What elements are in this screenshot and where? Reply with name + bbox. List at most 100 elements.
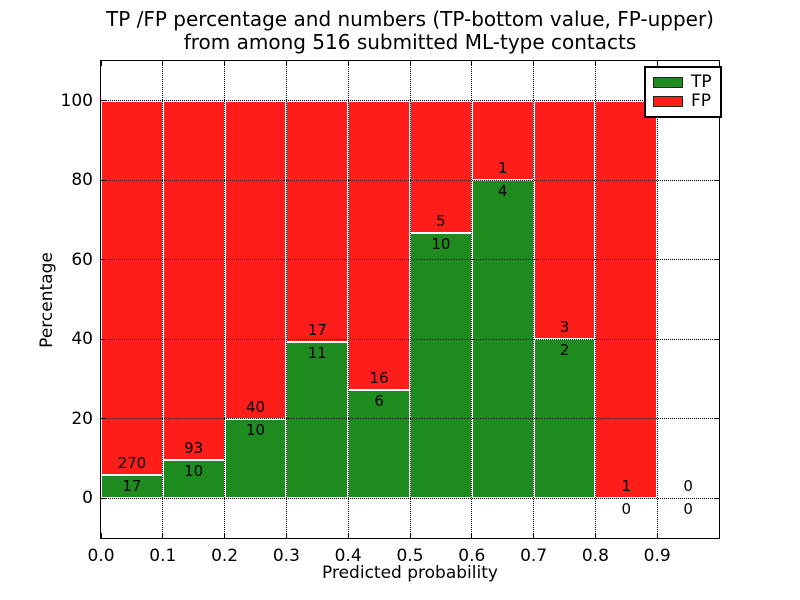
gridline-vertical xyxy=(471,61,473,538)
chart-title-line2: from among 516 submitted ML-type contact… xyxy=(183,30,637,54)
y-tick-label: 100 xyxy=(60,90,93,111)
bar-count-tp: 0 xyxy=(683,500,693,519)
y-tick-mark-right xyxy=(714,418,719,420)
x-tick-mark xyxy=(100,533,102,538)
bar-count-fp: 17 xyxy=(307,321,327,340)
x-tick-label: 0.5 xyxy=(396,546,424,566)
gridline-horizontal xyxy=(101,338,719,341)
x-tick-mark-top xyxy=(347,61,349,66)
y-tick-mark-right xyxy=(714,259,719,261)
x-tick-mark-top xyxy=(224,61,226,66)
bar-count-tp: 17 xyxy=(122,476,142,495)
x-tick-mark xyxy=(594,533,596,538)
x-tick-mark xyxy=(533,533,535,538)
bar-count-tp: 10 xyxy=(184,461,204,480)
x-tick-mark-top xyxy=(533,61,535,66)
bar-count-tp: 10 xyxy=(245,420,266,439)
y-tick-label: 20 xyxy=(71,408,93,429)
bar-segment-fp xyxy=(101,100,163,475)
bar-count-tp: 10 xyxy=(431,235,451,254)
gridline-horizontal xyxy=(101,100,719,102)
chart-title: TP /FP percentage and numbers (TP-bottom… xyxy=(100,8,720,54)
x-tick-mark xyxy=(224,533,226,538)
legend-swatch-tp xyxy=(653,77,683,88)
y-tick-mark-right xyxy=(714,179,719,181)
y-tick-label: 60 xyxy=(71,249,93,270)
bar-count-fp: 3 xyxy=(559,318,570,337)
x-tick-mark-top xyxy=(162,61,164,66)
bar-count-tp: 4 xyxy=(497,182,508,201)
legend-item-fp: FP xyxy=(653,92,712,111)
gridline-vertical xyxy=(224,61,226,538)
x-tick-label: 0.6 xyxy=(458,546,486,566)
gridline-vertical xyxy=(533,61,535,538)
chart-title-line1: TP /FP percentage and numbers (TP-bottom… xyxy=(106,7,714,31)
bar-segment-tp xyxy=(410,233,472,499)
y-tick-mark-right xyxy=(714,338,719,340)
bar-segment-tp xyxy=(224,418,287,499)
x-tick-label: 0.9 xyxy=(643,546,671,566)
bar-segment-tp xyxy=(162,459,225,499)
legend-swatch-fp xyxy=(653,96,683,107)
y-tick-label: 0 xyxy=(82,488,93,509)
bar-count-tp: 0 xyxy=(621,500,632,519)
x-tick-mark-top xyxy=(100,61,102,66)
bar-count-fp: 0 xyxy=(683,477,693,496)
gridline-horizontal xyxy=(101,418,719,420)
x-tick-label: 0.2 xyxy=(211,546,239,566)
bar-segment-fp xyxy=(533,100,596,340)
legend-item-tp: TP xyxy=(653,73,712,92)
bar-count-fp: 16 xyxy=(369,368,389,387)
y-tick-mark xyxy=(101,259,106,261)
bar-segment-fp xyxy=(286,100,349,343)
y-tick-mark xyxy=(101,418,106,420)
x-axis-label: Predicted probability xyxy=(322,563,498,583)
gridline-vertical xyxy=(285,61,288,538)
y-tick-mark xyxy=(101,179,106,181)
y-tick-mark-right xyxy=(714,497,719,499)
bar-count-fp: 93 xyxy=(184,438,204,457)
bar-count-tp: 11 xyxy=(307,344,327,363)
y-tick-mark xyxy=(101,100,106,102)
y-tick-label: 80 xyxy=(71,170,93,191)
x-tick-mark-top xyxy=(656,61,658,66)
gridline-vertical xyxy=(347,61,350,538)
x-tick-label: 0.7 xyxy=(520,546,548,566)
legend-label-tp: TP xyxy=(691,72,712,92)
bar-segment-fp xyxy=(348,100,410,390)
y-tick-mark xyxy=(101,497,106,499)
bar-segment-fp xyxy=(595,100,658,499)
bar-count-fp: 5 xyxy=(436,212,446,231)
gridline-vertical xyxy=(409,61,412,538)
gridline-vertical xyxy=(162,61,164,538)
x-tick-label: 0.0 xyxy=(87,546,115,566)
bar-count-fp: 1 xyxy=(621,477,632,496)
x-tick-label: 0.3 xyxy=(272,546,300,566)
x-tick-mark-top xyxy=(285,61,287,66)
x-tick-mark-top xyxy=(409,61,411,66)
x-tick-label: 0.8 xyxy=(581,546,609,566)
gridline-horizontal xyxy=(101,179,719,182)
x-tick-mark xyxy=(347,533,349,538)
x-tick-mark xyxy=(656,533,658,538)
x-tick-mark xyxy=(471,533,473,538)
gridline-vertical xyxy=(594,61,597,538)
plot-area: TP FP 270 17 93 10 40 10 17 11 16 6 5 10 1 4 3 2 1 0 0 0 xyxy=(100,60,722,539)
gridline-horizontal xyxy=(101,259,719,261)
y-tick-mark xyxy=(101,338,106,340)
x-tick-label: 0.4 xyxy=(334,546,362,566)
x-tick-mark-top xyxy=(471,61,473,66)
y-tick-label: 40 xyxy=(71,329,93,350)
x-tick-label: 0.1 xyxy=(149,546,177,566)
bar-count-fp: 270 xyxy=(117,453,147,472)
legend: TP FP xyxy=(644,66,722,118)
legend-label-fp: FP xyxy=(691,91,712,111)
bar-count-fp: 1 xyxy=(497,159,508,178)
x-tick-mark xyxy=(409,533,411,538)
bar-count-tp: 6 xyxy=(374,391,384,410)
gridline-horizontal xyxy=(101,497,719,500)
x-tick-mark-top xyxy=(594,61,596,66)
bar-count-tp: 2 xyxy=(559,341,570,360)
bar-segment-fp xyxy=(162,100,225,460)
